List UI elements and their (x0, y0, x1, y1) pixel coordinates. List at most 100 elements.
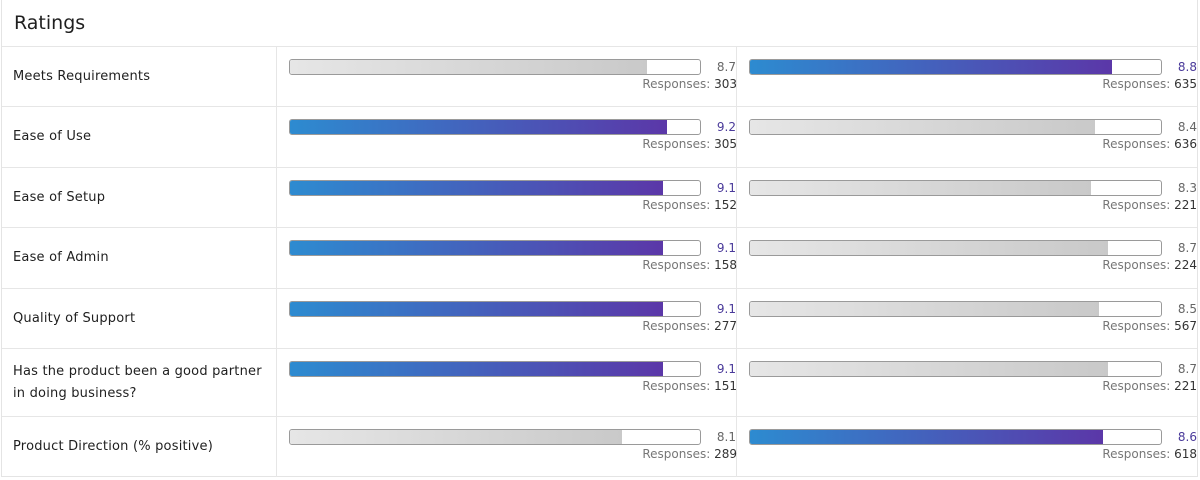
responses-count: Responses: 303 (289, 77, 737, 91)
rating-value: 8.7 (716, 60, 736, 74)
responses-label: Responses: (1102, 379, 1171, 393)
responses-value: 221 (1174, 379, 1197, 393)
responses-count: Responses: 289 (289, 447, 737, 461)
ratings-table: Meets Requirements 8.7 Responses: 303 8.… (2, 47, 1197, 477)
responses-count: Responses: 567 (749, 319, 1197, 333)
responses-value: 221 (1174, 198, 1197, 212)
responses-label: Responses: (1102, 77, 1171, 91)
rating-value: 9.2 (716, 120, 736, 134)
responses-count: Responses: 635 (749, 77, 1197, 91)
rating-label: Product Direction (% positive) (2, 417, 277, 477)
product-b-rating: 8.3 Responses: 221 (737, 168, 1197, 227)
rating-label: Has the product been a good partner in d… (2, 349, 277, 416)
responses-count: Responses: 277 (289, 319, 737, 333)
rating-label: Meets Requirements (2, 47, 277, 106)
responses-label: Responses: (642, 137, 711, 151)
rating-value: 9.1 (716, 362, 736, 376)
rating-label: Ease of Admin (2, 228, 277, 288)
responses-value: 303 (714, 77, 737, 91)
rating-value: 8.6 (1177, 430, 1197, 444)
rating-row: Quality of Support 9.1 Responses: 277 8.… (2, 289, 1197, 349)
responses-label: Responses: (1102, 319, 1171, 333)
rating-bar (749, 429, 1162, 445)
responses-count: Responses: 224 (749, 258, 1197, 272)
responses-value: 152 (714, 198, 737, 212)
rating-bar-fill (290, 430, 623, 444)
responses-count: Responses: 221 (749, 198, 1197, 212)
rating-value: 9.1 (716, 302, 736, 316)
rating-bar-fill (290, 120, 668, 134)
rating-bar-fill (750, 120, 1096, 134)
rating-bar (749, 301, 1162, 317)
responses-label: Responses: (642, 319, 711, 333)
product-a-rating: 9.1 Responses: 152 (277, 168, 737, 227)
rating-value: 8.5 (1177, 302, 1197, 316)
responses-label: Responses: (1102, 258, 1171, 272)
responses-value: 567 (1174, 319, 1197, 333)
rating-row: Ease of Use 9.2 Responses: 305 8.4 Respo… (2, 107, 1197, 168)
responses-label: Responses: (642, 77, 711, 91)
rating-bar-fill (750, 241, 1108, 255)
responses-count: Responses: 151 (289, 379, 737, 393)
responses-value: 289 (714, 447, 737, 461)
product-b-rating: 8.6 Responses: 618 (737, 417, 1197, 477)
rating-row: Ease of Admin 9.1 Responses: 158 8.7 Res… (2, 228, 1197, 289)
rating-value: 8.1 (716, 430, 736, 444)
rating-bar (749, 240, 1162, 256)
rating-value: 8.4 (1177, 120, 1197, 134)
rating-bar (289, 180, 702, 196)
responses-value: 618 (1174, 447, 1197, 461)
responses-value: 158 (714, 258, 737, 272)
responses-value: 636 (1174, 137, 1197, 151)
rating-bar (289, 240, 702, 256)
responses-value: 224 (1174, 258, 1197, 272)
rating-bar (749, 361, 1162, 377)
product-b-rating: 8.8 Responses: 635 (737, 47, 1197, 106)
responses-value: 305 (714, 137, 737, 151)
responses-count: Responses: 305 (289, 137, 737, 151)
product-b-rating: 8.7 Responses: 221 (737, 349, 1197, 416)
responses-count: Responses: 152 (289, 198, 737, 212)
rating-bar-fill (750, 302, 1100, 316)
responses-count: Responses: 636 (749, 137, 1197, 151)
rating-value: 9.1 (716, 181, 736, 195)
rating-bar-fill (750, 181, 1092, 195)
rating-bar-fill (290, 241, 664, 255)
rating-bar (289, 59, 702, 75)
rating-label: Quality of Support (2, 289, 277, 348)
responses-value: 151 (714, 379, 737, 393)
responses-label: Responses: (1102, 447, 1171, 461)
responses-value: 277 (714, 319, 737, 333)
rating-bar (749, 119, 1162, 135)
rating-value: 9.1 (716, 241, 736, 255)
responses-count: Responses: 158 (289, 258, 737, 272)
rating-row: Product Direction (% positive) 8.1 Respo… (2, 417, 1197, 477)
rating-bar-fill (290, 302, 664, 316)
rating-value: 8.7 (1177, 362, 1197, 376)
rating-bar (749, 59, 1162, 75)
responses-label: Responses: (642, 447, 711, 461)
rating-bar (289, 119, 702, 135)
responses-label: Responses: (642, 198, 711, 212)
responses-count: Responses: 618 (749, 447, 1197, 461)
rating-bar-fill (750, 430, 1104, 444)
product-b-rating: 8.4 Responses: 636 (737, 107, 1197, 167)
responses-label: Responses: (1102, 137, 1171, 151)
rating-value: 8.3 (1177, 181, 1197, 195)
product-a-rating: 8.1 Responses: 289 (277, 417, 737, 477)
rating-value: 8.8 (1177, 60, 1197, 74)
product-a-rating: 9.2 Responses: 305 (277, 107, 737, 167)
product-b-rating: 8.5 Responses: 567 (737, 289, 1197, 348)
rating-label: Ease of Use (2, 107, 277, 167)
responses-label: Responses: (642, 258, 711, 272)
rating-value: 8.7 (1177, 241, 1197, 255)
product-a-rating: 9.1 Responses: 151 (277, 349, 737, 416)
rating-row: Ease of Setup 9.1 Responses: 152 8.3 Res… (2, 168, 1197, 228)
product-a-rating: 9.1 Responses: 277 (277, 289, 737, 348)
responses-value: 635 (1174, 77, 1197, 91)
product-a-rating: 8.7 Responses: 303 (277, 47, 737, 106)
responses-label: Responses: (1102, 198, 1171, 212)
rating-row: Has the product been a good partner in d… (2, 349, 1197, 417)
responses-count: Responses: 221 (749, 379, 1197, 393)
